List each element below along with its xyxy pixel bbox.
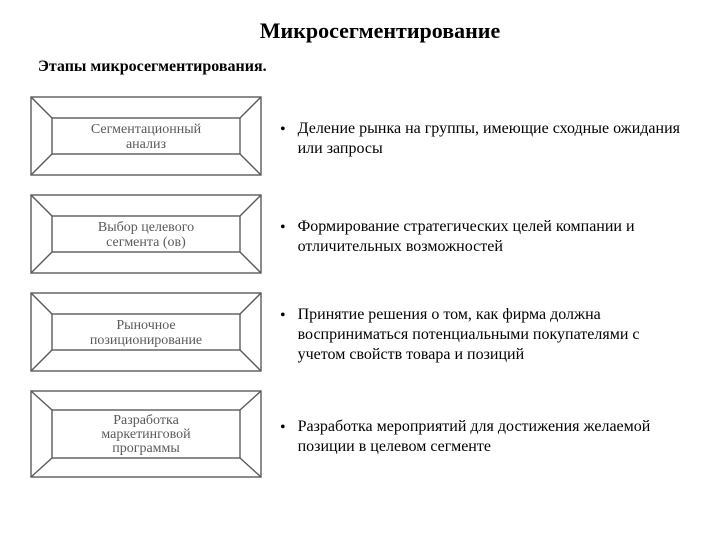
stage-row: Рыночное позиционирование • Принятие реш… bbox=[30, 292, 690, 372]
bullet-icon: • bbox=[280, 305, 286, 326]
stage-box: Рыночное позиционирование bbox=[30, 292, 262, 372]
stage-description: Принятие решения о том, как фирма должна… bbox=[298, 305, 690, 365]
stage-description: Разработка мероприятий для достижения же… bbox=[298, 417, 690, 457]
stage-row: Разработка маркетинговой программы • Раз… bbox=[30, 390, 690, 478]
stage-description-wrap: • Разработка мероприятий для достижения … bbox=[280, 411, 690, 457]
stage-box: Разработка маркетинговой программы bbox=[30, 390, 262, 478]
stage-description: Деление рынка на группы, имеющие сходные… bbox=[298, 119, 690, 159]
bullet-icon: • bbox=[280, 217, 286, 238]
stage-label-line: сегмента (ов) bbox=[106, 235, 186, 250]
stage-row: Сегментационный анализ • Деление рынка н… bbox=[30, 96, 690, 176]
stage-row: Выбор целевого сегмента (ов) • Формирова… bbox=[30, 194, 690, 274]
stage-label-line: анализ bbox=[126, 137, 167, 152]
stage-box: Выбор целевого сегмента (ов) bbox=[30, 194, 262, 274]
bullet-icon: • bbox=[280, 417, 286, 438]
stage-description-wrap: • Принятие решения о том, как фирма долж… bbox=[280, 299, 690, 365]
page-title: Микросегментирование bbox=[70, 18, 690, 44]
stage-label-line: Выбор целевого bbox=[98, 220, 194, 235]
stage-label-line: Рыночное bbox=[116, 318, 175, 333]
stages-container: Сегментационный анализ • Деление рынка н… bbox=[30, 96, 690, 478]
page-subtitle: Этапы микросегментирования. bbox=[38, 58, 690, 76]
stage-label-line: маркетинговой bbox=[101, 427, 191, 442]
stage-label-line: позиционирование bbox=[90, 333, 202, 348]
stage-label-line: Сегментационный bbox=[91, 122, 202, 137]
stage-description: Формирование стратегических целей компан… bbox=[298, 217, 690, 257]
stage-description-wrap: • Деление рынка на группы, имеющие сходн… bbox=[280, 113, 690, 159]
stage-label-line: Разработка bbox=[113, 413, 179, 428]
stage-label-line: программы bbox=[112, 441, 180, 456]
stage-description-wrap: • Формирование стратегических целей комп… bbox=[280, 211, 690, 257]
stage-box: Сегментационный анализ bbox=[30, 96, 262, 176]
bullet-icon: • bbox=[280, 119, 286, 140]
